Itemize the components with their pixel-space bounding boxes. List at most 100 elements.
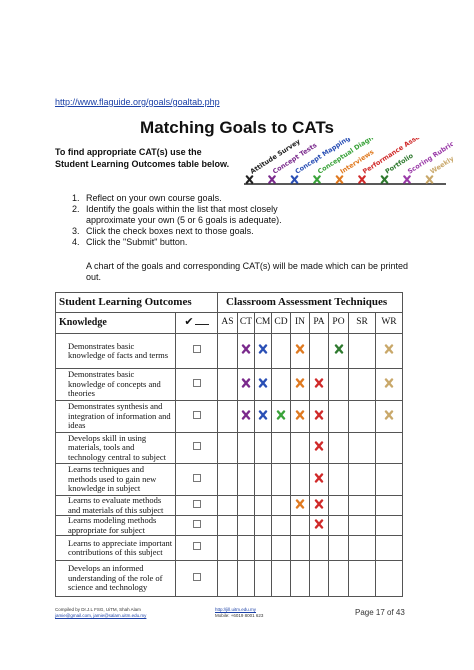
mark-cell	[348, 333, 376, 369]
mark-cell	[375, 432, 403, 464]
checkbox[interactable]	[192, 378, 201, 387]
x-mark	[314, 378, 324, 388]
column-header: CD	[271, 312, 291, 334]
x-mark	[245, 175, 254, 184]
checkbox[interactable]	[192, 499, 201, 508]
mark-cell	[237, 495, 255, 516]
x-stroke	[314, 441, 324, 451]
x-stroke	[295, 410, 305, 420]
x-mark	[295, 410, 305, 420]
mark-cell	[309, 400, 329, 433]
x-mark	[258, 378, 268, 388]
intro: To find appropriate CAT(s) use the Stude…	[55, 146, 229, 170]
checkbox[interactable]	[192, 572, 201, 581]
mark-cell	[348, 368, 376, 401]
mark-cell	[328, 333, 349, 369]
mark-cell	[309, 432, 329, 464]
mark-cell	[375, 463, 403, 496]
graphic-x	[290, 175, 299, 184]
step-text: Click the "Submit" button.	[86, 237, 188, 247]
x-stroke	[314, 473, 324, 483]
section-cell: Knowledge	[55, 312, 176, 334]
x-mark	[314, 499, 324, 509]
mark-cell	[348, 535, 376, 561]
x-mark	[380, 175, 389, 184]
x-mark	[290, 175, 299, 184]
graphic-x	[380, 175, 389, 184]
mark-cell	[254, 368, 272, 401]
checkbox[interactable]	[192, 442, 201, 451]
mark-cell	[290, 535, 310, 561]
mark-cell	[328, 432, 349, 464]
header-cell: Classroom Assessment Techniques	[217, 292, 403, 313]
x-stroke	[276, 410, 286, 420]
mark-cell	[237, 432, 255, 464]
mark-cell	[217, 495, 238, 516]
x-mark	[335, 175, 344, 184]
column-header: CM	[254, 312, 272, 334]
mark-cell	[309, 535, 329, 561]
mark-cell	[217, 333, 238, 369]
mark-cell	[254, 333, 272, 369]
mark-cell	[254, 515, 272, 536]
outcome-row: Learns modeling methods appropriate for …	[55, 515, 403, 536]
x-mark	[241, 344, 251, 354]
checkbox[interactable]	[192, 473, 201, 482]
mark-cell	[348, 495, 376, 516]
mark-cell	[217, 560, 238, 597]
mark-cell	[271, 495, 291, 516]
outcome-row: Learns to appreciate important contribut…	[55, 535, 403, 561]
mark-cell	[328, 463, 349, 496]
graphic-x	[358, 175, 366, 184]
mark-cell	[271, 560, 291, 597]
mark-cell	[254, 463, 272, 496]
outcome-row: Learns to evaluate methods and materials…	[55, 495, 403, 516]
mark-cell	[271, 535, 291, 561]
x-mark	[314, 410, 324, 420]
mark-cell	[375, 560, 403, 597]
checkbox[interactable]	[192, 410, 201, 419]
mark-cell	[348, 515, 376, 536]
checkbox-cell	[175, 515, 218, 536]
mark-cell	[237, 368, 255, 401]
mark-cell	[375, 400, 403, 433]
mark-cell	[375, 495, 403, 516]
mark-cell	[328, 535, 349, 561]
column-header: CT	[237, 312, 255, 334]
checkbox-cell	[175, 400, 218, 433]
checkbox-cell	[175, 535, 218, 561]
mark-cell	[290, 432, 310, 464]
step-text: Reflect on your own course goals.	[86, 193, 222, 203]
checkbox-cell	[175, 560, 218, 597]
graphic-x	[403, 175, 411, 184]
x-mark	[258, 344, 268, 354]
step-text: Click the check boxes next to those goal…	[86, 226, 254, 236]
mark-cell	[254, 535, 272, 561]
mark-cell	[237, 560, 255, 597]
checkbox[interactable]	[192, 519, 201, 528]
checkbox[interactable]	[192, 542, 201, 551]
mark-cell	[271, 400, 291, 433]
url-link[interactable]: http://www.flaguide.org/goals/goaltab.ph…	[55, 97, 220, 107]
mark-cell	[237, 333, 255, 369]
mark-cell	[328, 495, 349, 516]
outcome-row: Demonstrates synthesis and integration o…	[55, 400, 403, 433]
check-header: ✔	[175, 312, 218, 334]
graphic-x	[268, 175, 276, 184]
checkbox[interactable]	[192, 345, 201, 354]
x-stroke	[384, 410, 394, 420]
mark-cell	[217, 400, 238, 433]
mark-cell	[348, 400, 376, 433]
outcome-row: Demonstrates basic knowledge of facts an…	[55, 333, 403, 369]
mark-cell	[375, 368, 403, 401]
mark-cell	[290, 400, 310, 433]
x-mark	[314, 519, 324, 529]
mark-cell	[375, 535, 403, 561]
x-stroke	[335, 175, 344, 184]
footer-line: Mobile: +6019 8001 623	[215, 613, 264, 618]
mark-cell	[217, 515, 238, 536]
step: 1. Reflect on your own course goals.	[72, 193, 287, 204]
checkbox-cell	[175, 333, 218, 369]
mark-cell	[290, 463, 310, 496]
